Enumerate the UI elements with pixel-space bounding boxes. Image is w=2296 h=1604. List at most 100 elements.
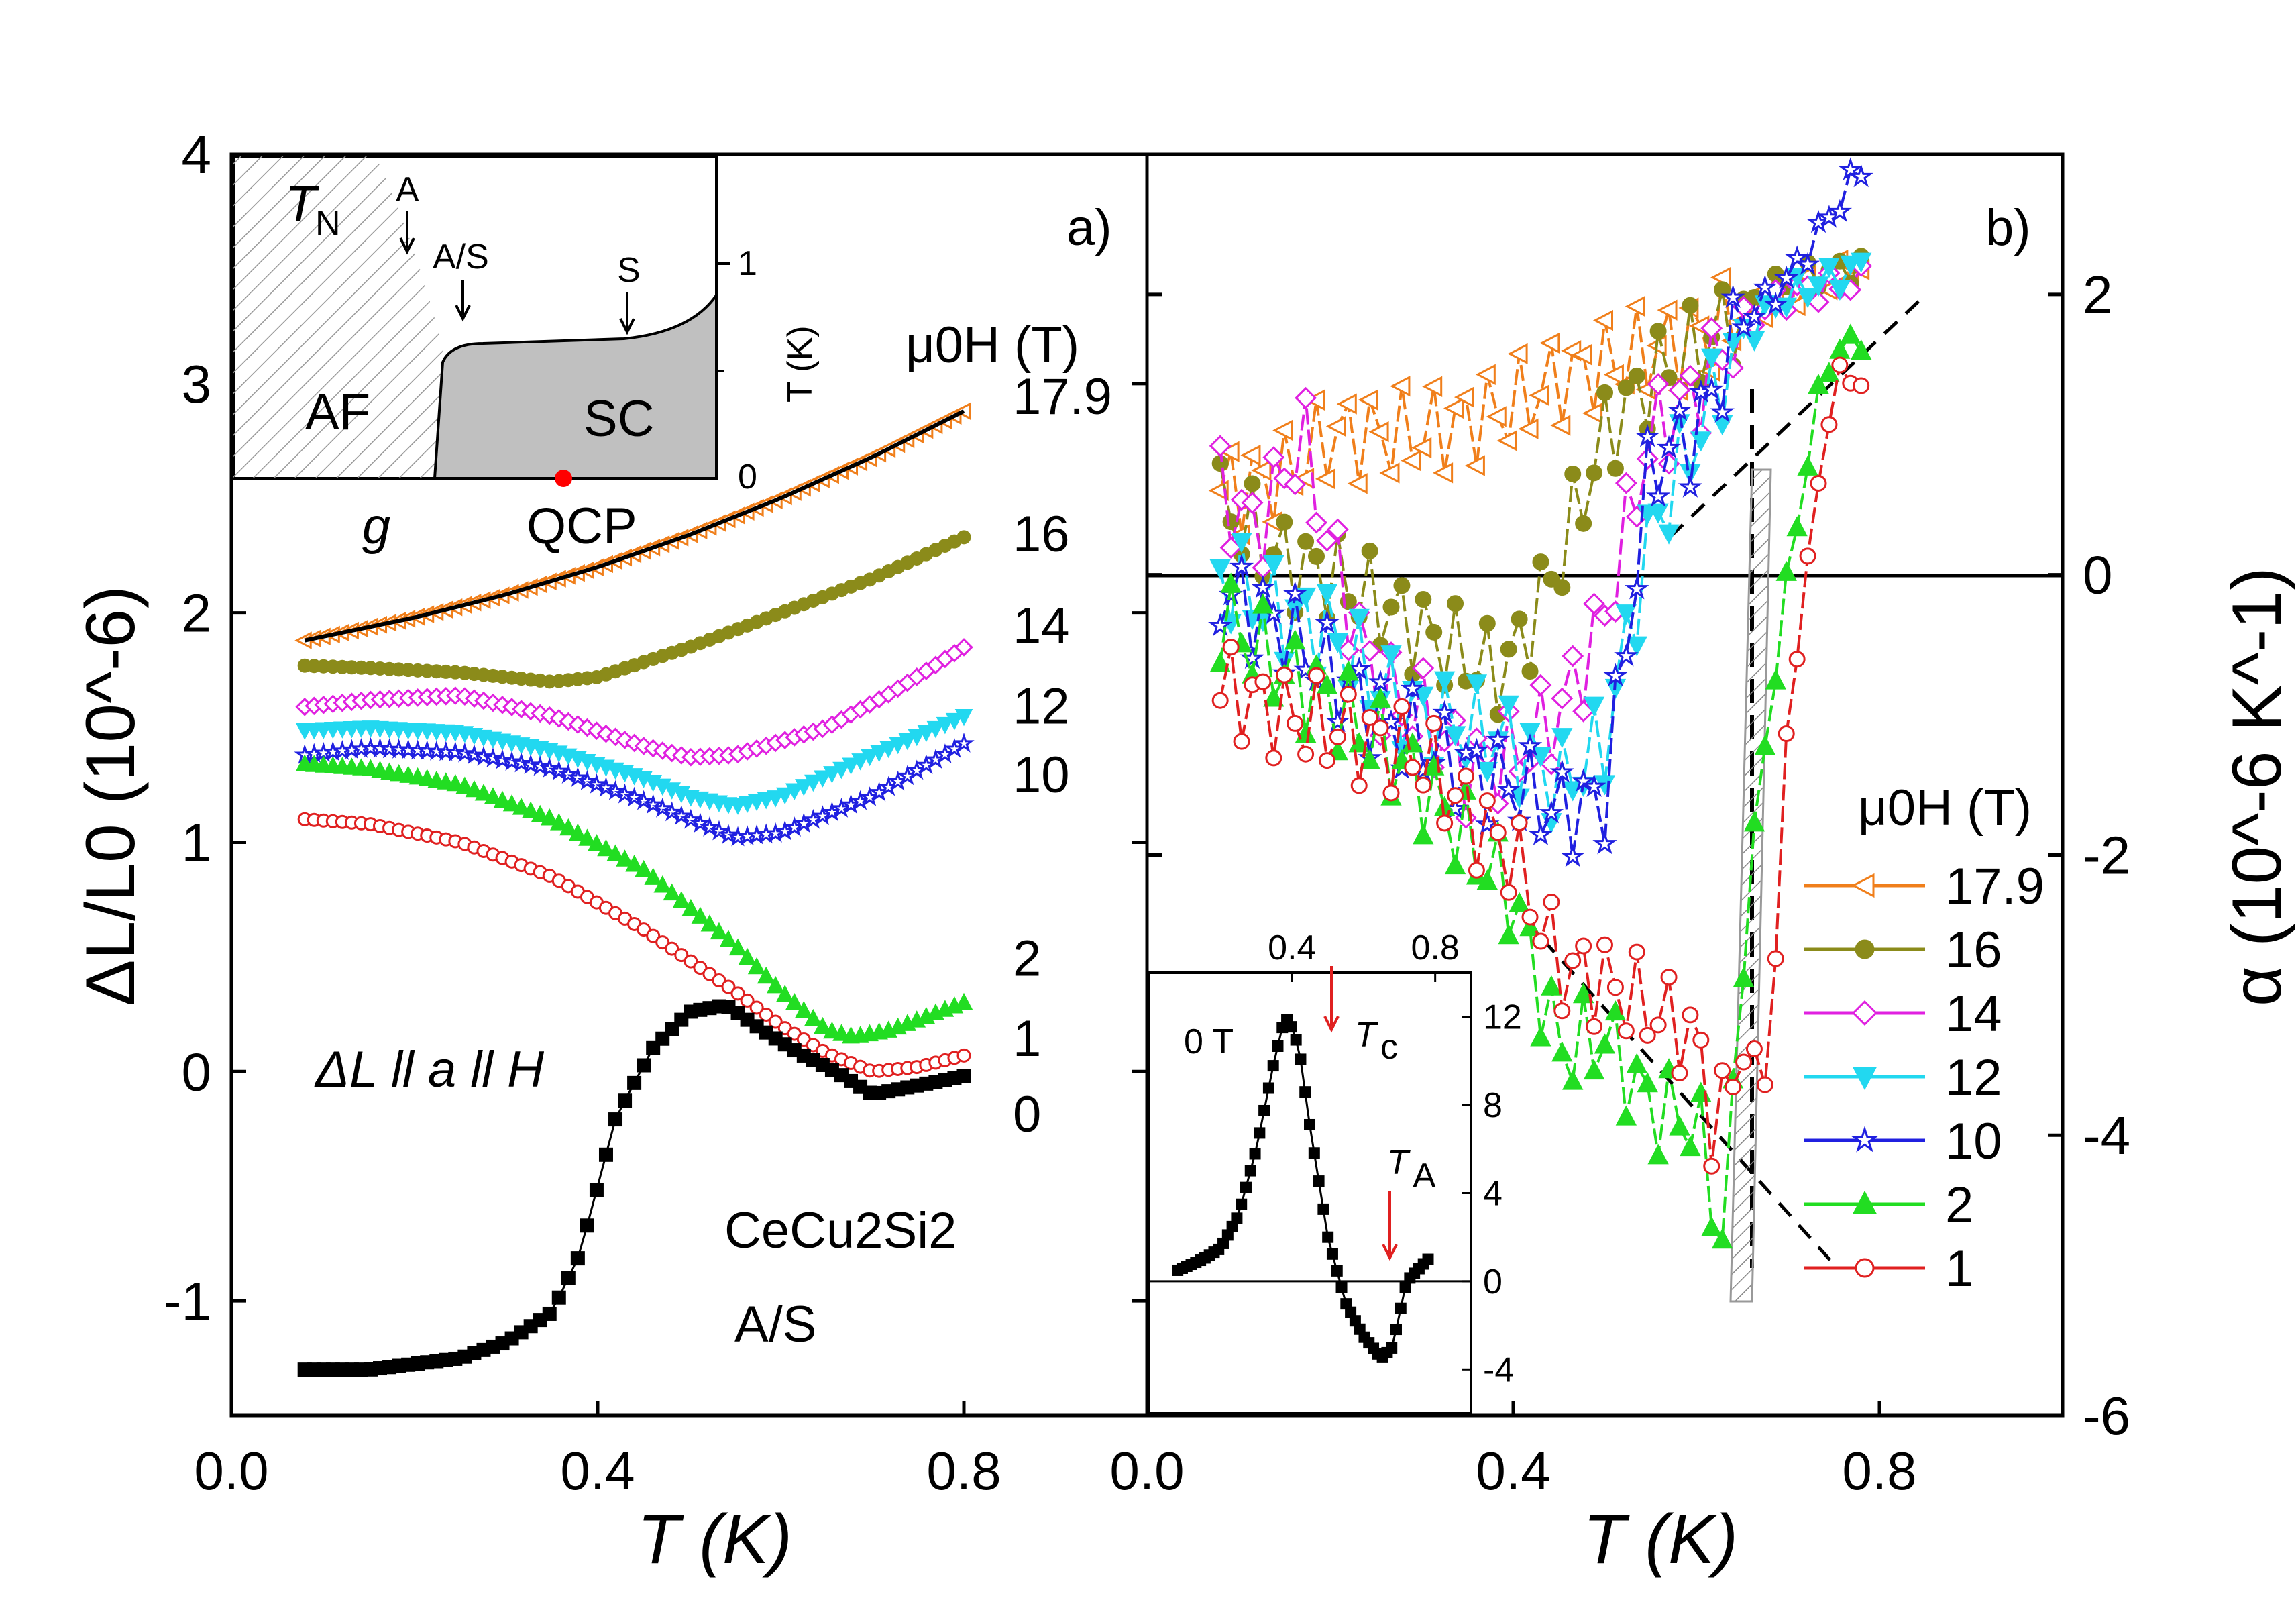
inset-ytick-0: 0 [738, 458, 757, 496]
data-point [1853, 377, 1870, 394]
data-point [1411, 437, 1432, 459]
data-point [1464, 455, 1485, 476]
data-point [1229, 553, 1254, 578]
legend-label: 12 [1945, 1049, 2002, 1106]
data-point [1720, 284, 1745, 309]
panel-b-label: b) [1985, 199, 2031, 256]
data-point [728, 938, 747, 956]
data-point [1714, 281, 1731, 299]
data-point [1498, 924, 1519, 945]
data-point [1699, 376, 1724, 400]
data-point [1425, 623, 1443, 641]
data-point [1519, 723, 1541, 743]
data-point [1553, 579, 1571, 596]
data-point [1498, 695, 1519, 716]
data-point [1679, 364, 1702, 387]
data-point [1443, 397, 1464, 419]
data-point [1263, 686, 1284, 707]
data-point [1767, 950, 1784, 967]
data-point [1606, 460, 1624, 477]
data-point [1254, 673, 1272, 690]
series-label-1: 1 [1013, 1010, 1041, 1067]
data-point [1615, 604, 1637, 625]
series-label-14: 14 [1013, 598, 1070, 655]
arrow-tc-icon [1323, 966, 1340, 1033]
data-point [1208, 612, 1233, 637]
panel-b-ytick: -2 [2083, 825, 2130, 885]
data-point [1400, 676, 1425, 700]
data-point [785, 783, 804, 800]
data-point [851, 753, 869, 771]
inset-tn-sub: N [315, 204, 341, 243]
data-point [1378, 709, 1404, 733]
data-point [1701, 1216, 1723, 1236]
data-point [1551, 687, 1574, 710]
data-point [917, 725, 936, 743]
inset-b-curve [1177, 1018, 1429, 1359]
data-point [1731, 315, 1756, 338]
legend-marker [1852, 1067, 1877, 1091]
data-point [437, 772, 455, 790]
legend-marker [1851, 1000, 1878, 1026]
data-point [832, 761, 851, 780]
data-point [1528, 822, 1553, 846]
data-point [551, 1290, 566, 1305]
data-point [625, 855, 643, 872]
inset-sc: SC [584, 390, 655, 447]
data-point [1308, 547, 1325, 565]
data-point [926, 720, 945, 739]
data-point [661, 801, 683, 822]
data-point [1517, 733, 1543, 757]
panel-b-frame [1145, 152, 2065, 1418]
inset-ylabel: T (K) [781, 325, 820, 403]
data-point [1222, 639, 1240, 656]
data-point [1489, 824, 1507, 841]
data-point [1818, 258, 1840, 278]
data-point [1347, 473, 1368, 494]
data-point [637, 1058, 651, 1073]
arrow-a-icon [399, 211, 415, 255]
data-point [1308, 667, 1325, 684]
data-point [1486, 727, 1511, 751]
data-point [569, 823, 587, 841]
data-point [484, 787, 502, 804]
data-point [1475, 364, 1496, 385]
data-point [768, 1014, 783, 1029]
data-point [1725, 1078, 1742, 1095]
panel-b-ytick: -4 [2083, 1106, 2130, 1165]
data-point [390, 763, 408, 782]
data-point [1649, 323, 1667, 340]
data-point [749, 1000, 764, 1015]
data-point [1304, 389, 1325, 411]
data-point [1592, 309, 1613, 331]
data-point [795, 1000, 813, 1018]
inset-xlabel: g [362, 498, 390, 555]
panel-b-series [1208, 157, 1873, 1249]
data-point [635, 859, 653, 877]
data-point [1348, 608, 1370, 629]
data-point [624, 733, 644, 753]
data-point [473, 745, 494, 766]
data-point [1496, 430, 1517, 451]
panel-b-ytick: 0 [2083, 545, 2113, 605]
data-point [1519, 916, 1541, 937]
panel-a-label: a) [1067, 199, 1112, 256]
data-point [578, 828, 596, 846]
data-point [1468, 861, 1485, 879]
legend-item-1: 1 [1804, 1240, 1973, 1297]
data-point [1827, 199, 1853, 223]
data-point [521, 801, 540, 818]
data-point [1617, 1022, 1635, 1040]
inset-as: A/S [433, 237, 489, 276]
data-point [1541, 975, 1562, 996]
data-point [586, 773, 608, 794]
data-point [465, 780, 484, 798]
data-point [1797, 288, 1818, 309]
data-point [493, 790, 512, 808]
panel-b-ylabel: α (10^-6 K^-1) [2218, 567, 2296, 1006]
data-point [1325, 708, 1350, 733]
data-point [520, 754, 541, 774]
data-point [1603, 364, 1624, 386]
legend-label: 14 [1945, 985, 2002, 1042]
data-point [482, 747, 504, 768]
